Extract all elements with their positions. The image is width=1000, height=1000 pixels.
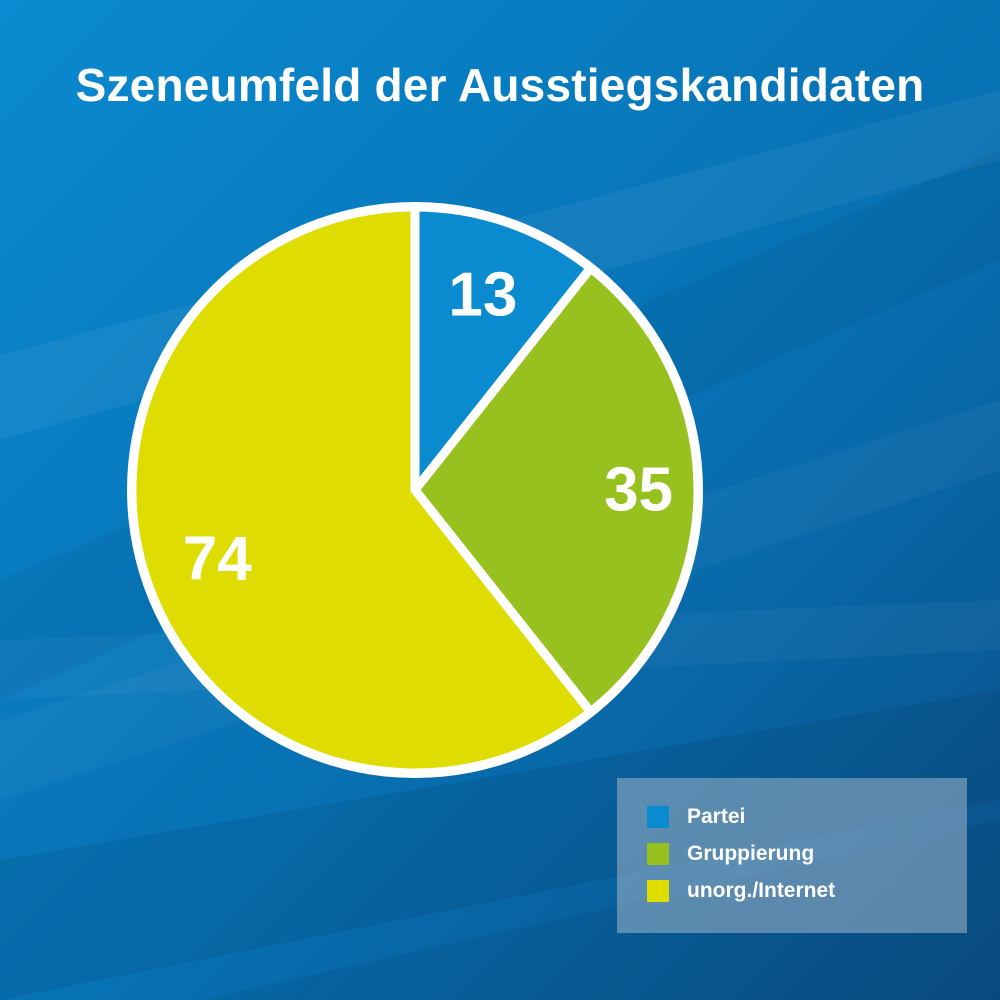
legend-swatch-internet [647,880,669,902]
pie-slice-gruppierung [410,263,703,717]
legend: Partei Gruppierung unorg./Internet [617,778,967,933]
pie-slice-partei [410,202,596,495]
legend-label-gruppierung: Gruppierung [687,842,815,865]
slice-label-gruppierung: 35 [604,456,673,525]
pie-slice-internet [127,202,596,778]
legend-item-internet: unorg./Internet [647,878,835,904]
legend-item-gruppierung: Gruppierung [647,841,814,867]
legend-label-partei: Partei [687,805,746,828]
chart-title: Szeneumfeld der Ausstiegskandidaten [75,59,925,111]
legend-item-partei: Partei [647,804,745,830]
slice-label-internet: 74 [183,524,252,593]
legend-swatch-gruppierung [647,843,669,865]
legend-label-internet: unorg./Internet [687,879,836,902]
legend-swatch-partei [647,806,669,828]
slice-label-partei: 13 [448,260,517,329]
